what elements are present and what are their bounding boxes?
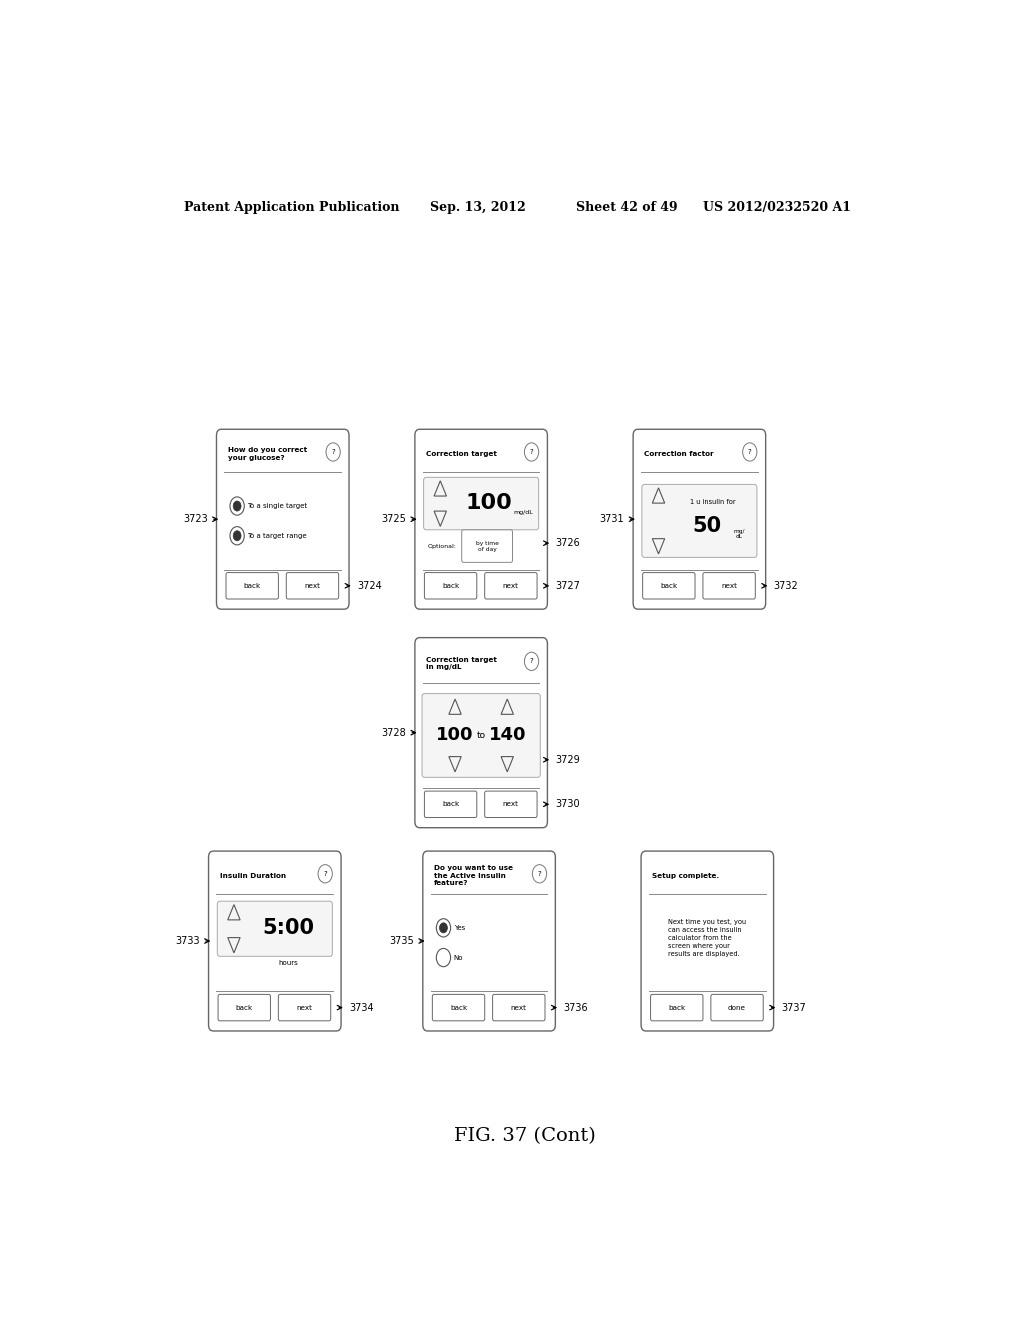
FancyBboxPatch shape [424,573,477,599]
Text: to: to [476,731,485,741]
Text: ?: ? [324,871,327,876]
FancyBboxPatch shape [711,994,763,1020]
Text: Correction target: Correction target [426,451,497,457]
Text: back: back [442,583,459,589]
Text: next: next [503,583,519,589]
Text: back: back [236,1005,253,1011]
Text: next: next [304,583,321,589]
Text: 1 u insulin for: 1 u insulin for [690,499,735,506]
Text: 3729: 3729 [555,755,581,764]
FancyBboxPatch shape [493,994,545,1020]
Text: Optional:: Optional: [428,544,457,549]
Text: Sep. 13, 2012: Sep. 13, 2012 [430,201,525,214]
Text: next: next [297,1005,312,1011]
Text: 3730: 3730 [555,800,580,809]
Text: Next time you test, you
can access the insulin
calculator from the
screen where : Next time you test, you can access the i… [669,919,746,957]
FancyBboxPatch shape [217,902,333,956]
Text: Correction target
in mg/dL: Correction target in mg/dL [426,656,497,671]
Text: ?: ? [529,449,534,455]
FancyBboxPatch shape [633,429,766,609]
Circle shape [233,502,241,511]
FancyBboxPatch shape [432,994,484,1020]
FancyBboxPatch shape [462,529,512,562]
Text: mg/
dL: mg/ dL [733,529,744,540]
Text: back: back [660,583,678,589]
Text: 3735: 3735 [389,936,414,946]
Text: back: back [442,801,459,808]
Text: next: next [721,583,737,589]
Text: 5:00: 5:00 [262,917,314,937]
Text: To a target range: To a target range [248,533,307,539]
FancyBboxPatch shape [484,573,537,599]
FancyBboxPatch shape [484,791,537,817]
FancyBboxPatch shape [216,429,349,609]
Text: ?: ? [538,871,542,876]
Text: 3731: 3731 [600,515,625,524]
Text: 100: 100 [436,726,474,744]
Text: 140: 140 [488,726,526,744]
Text: next: next [511,1005,526,1011]
Text: Correction factor: Correction factor [644,451,714,457]
Text: Sheet 42 of 49: Sheet 42 of 49 [577,201,678,214]
FancyBboxPatch shape [415,638,548,828]
Text: back: back [450,1005,467,1011]
Text: 3726: 3726 [555,539,581,548]
Text: 3737: 3737 [781,1003,806,1012]
Text: 3725: 3725 [381,515,407,524]
FancyBboxPatch shape [650,994,702,1020]
Text: 50: 50 [692,516,722,536]
Text: done: done [728,1005,746,1011]
Text: ?: ? [748,449,752,455]
Text: 3728: 3728 [381,727,407,738]
Text: next: next [503,801,519,808]
Circle shape [439,923,447,933]
Text: Do you want to use
the Active Insulin
feature?: Do you want to use the Active Insulin fe… [434,865,513,886]
Text: How do you correct
your glucose?: How do you correct your glucose? [227,447,307,461]
Text: To a single target: To a single target [248,503,307,510]
FancyBboxPatch shape [641,851,773,1031]
FancyBboxPatch shape [423,851,555,1031]
FancyBboxPatch shape [279,994,331,1020]
Text: 100: 100 [466,492,512,512]
Text: Setup complete.: Setup complete. [652,873,719,879]
FancyBboxPatch shape [424,791,477,817]
FancyBboxPatch shape [642,484,757,557]
Text: 3734: 3734 [349,1003,374,1012]
FancyBboxPatch shape [422,693,541,777]
Text: ?: ? [332,449,335,455]
Text: 3733: 3733 [175,936,200,946]
Text: 3732: 3732 [773,581,799,591]
Text: ?: ? [529,659,534,664]
Text: back: back [244,583,261,589]
Text: mg/dL: mg/dL [513,511,532,515]
Text: 3727: 3727 [555,581,581,591]
Text: 3723: 3723 [183,515,208,524]
FancyBboxPatch shape [424,478,539,529]
FancyBboxPatch shape [209,851,341,1031]
Text: 3724: 3724 [357,581,382,591]
FancyBboxPatch shape [218,994,270,1020]
Text: Patent Application Publication: Patent Application Publication [183,201,399,214]
FancyBboxPatch shape [226,573,279,599]
FancyBboxPatch shape [643,573,695,599]
Text: hours: hours [279,961,298,966]
FancyBboxPatch shape [415,429,548,609]
Text: Insulin Duration: Insulin Duration [220,873,286,879]
Text: US 2012/0232520 A1: US 2012/0232520 A1 [703,201,851,214]
Text: FIG. 37 (Cont): FIG. 37 (Cont) [454,1127,596,1146]
FancyBboxPatch shape [287,573,339,599]
Text: by time
of day: by time of day [476,541,499,552]
Text: back: back [668,1005,685,1011]
Text: Yes: Yes [454,925,465,931]
Text: No: No [454,954,463,961]
FancyBboxPatch shape [702,573,756,599]
Circle shape [233,531,241,541]
Text: 3736: 3736 [563,1003,588,1012]
